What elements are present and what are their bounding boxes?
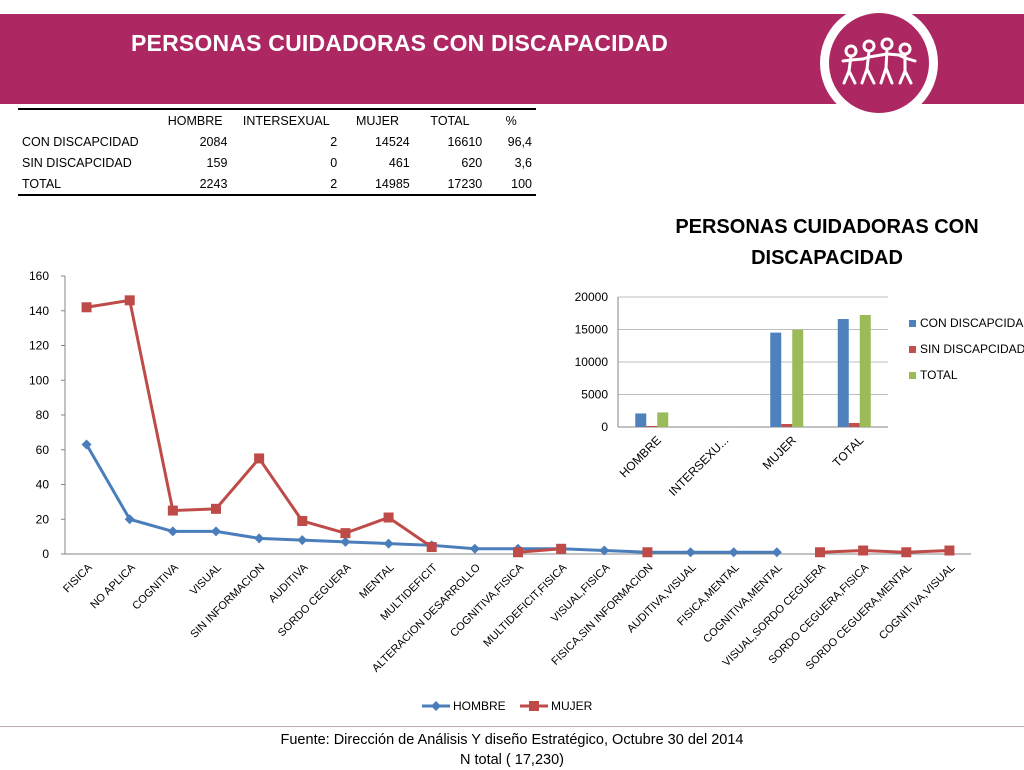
legend-label: MUJER: [551, 699, 593, 713]
data-point-mujer: [254, 453, 264, 463]
series-line-hombre: [87, 445, 777, 553]
data-point-mujer: [513, 547, 523, 557]
y-tick-label: 10000: [575, 355, 609, 369]
y-tick-label: 5000: [581, 388, 608, 402]
y-tick-label: 100: [29, 373, 49, 387]
x-tick-label: TOTAL: [830, 433, 867, 470]
bar-total: [860, 315, 871, 427]
bar-sin-discapcidad: [781, 424, 792, 427]
legend-swatch: [909, 346, 916, 353]
y-tick-label: 60: [36, 443, 50, 457]
y-tick-label: 0: [601, 420, 608, 434]
data-point-hombre: [340, 537, 350, 547]
data-point-hombre: [470, 544, 480, 554]
y-tick-label: 80: [36, 408, 50, 422]
series-line-mujer: [87, 300, 432, 547]
x-tick-label: FISICA: [61, 561, 95, 595]
x-tick-label: VISUAL: [188, 562, 224, 598]
data-point-hombre: [168, 526, 178, 536]
x-tick-label: MULTIDEFICIT,FISICA: [481, 561, 569, 649]
data-point-mujer: [815, 547, 825, 557]
total-note: N total ( 17,230): [0, 750, 1024, 770]
y-tick-label: 15000: [575, 323, 609, 337]
data-point-mujer: [82, 302, 92, 312]
data-point-mujer: [125, 295, 135, 305]
data-point-mujer: [556, 544, 566, 554]
x-tick-label: MUJER: [760, 433, 799, 472]
x-tick-label: INTERSEXU...: [666, 433, 732, 499]
x-tick-label: AUDITIVA: [267, 561, 311, 605]
y-tick-label: 140: [29, 304, 49, 318]
x-tick-label: SIN INFORMACION: [188, 562, 267, 641]
legend-label: TOTAL: [920, 368, 958, 382]
y-tick-label: 20000: [575, 290, 609, 304]
y-tick-label: 0: [42, 547, 49, 561]
data-point-mujer: [858, 546, 868, 556]
y-tick-label: 40: [36, 478, 50, 492]
data-point-mujer: [297, 516, 307, 526]
series-line-mujer: [820, 551, 949, 553]
data-point-mujer: [211, 504, 221, 514]
footer: Fuente: Dirección de Análisis Y diseño E…: [0, 726, 1024, 769]
bar-con-discapcidad: [635, 413, 646, 427]
data-point-hombre: [211, 526, 221, 536]
bar-chart-title-line-2: DISCAPACIDAD: [751, 247, 903, 269]
x-tick-label: COGNITIVA,FISICA: [448, 561, 526, 639]
bar-con-discapcidad: [770, 333, 781, 427]
bar-total: [657, 412, 668, 427]
data-point-mujer: [642, 547, 652, 557]
data-point-mujer: [168, 506, 178, 516]
data-point-hombre: [686, 547, 696, 557]
legend-marker-hombre: [431, 701, 441, 711]
data-point-hombre: [772, 547, 782, 557]
legend-marker-mujer: [529, 701, 539, 711]
x-tick-label: HOMBRE: [617, 433, 664, 480]
data-point-mujer: [427, 542, 437, 552]
legend-swatch: [909, 320, 916, 327]
bar-total: [792, 330, 803, 427]
data-point-mujer: [340, 528, 350, 538]
data-point-mujer: [944, 546, 954, 556]
data-point-mujer: [384, 513, 394, 523]
data-point-mujer: [901, 547, 911, 557]
x-tick-label: COGNITIVA,VISUAL: [877, 562, 958, 643]
data-point-hombre: [729, 547, 739, 557]
data-point-hombre: [254, 533, 264, 543]
source-note: Fuente: Dirección de Análisis Y diseño E…: [0, 730, 1024, 750]
y-tick-label: 20: [36, 512, 50, 526]
x-tick-label: COGNITIVA,MENTAL: [701, 562, 785, 646]
legend-label: SIN DISCAPCIDAD: [920, 342, 1024, 356]
bar-sin-discapcidad: [646, 426, 657, 427]
y-tick-label: 120: [29, 339, 49, 353]
y-tick-label: 160: [29, 269, 49, 283]
legend-label: HOMBRE: [453, 699, 506, 713]
x-tick-label: COGNITIVA: [130, 561, 181, 612]
data-point-hombre: [297, 535, 307, 545]
legend-swatch: [909, 372, 916, 379]
legend-label: CON DISCAPCIDAD: [920, 316, 1024, 330]
bar-chart-title-line-1: PERSONAS CUIDADORAS CON: [675, 216, 978, 238]
x-tick-label: SORDO CEGUERA: [276, 561, 354, 639]
bar-chart: PERSONAS CUIDADORAS CON DISCAPACIDAD 0 50…: [575, 216, 1024, 499]
bar-con-discapcidad: [838, 319, 849, 427]
data-point-hombre: [384, 539, 394, 549]
x-tick-label: MENTAL: [357, 562, 396, 601]
bar-sin-discapcidad: [849, 423, 860, 427]
